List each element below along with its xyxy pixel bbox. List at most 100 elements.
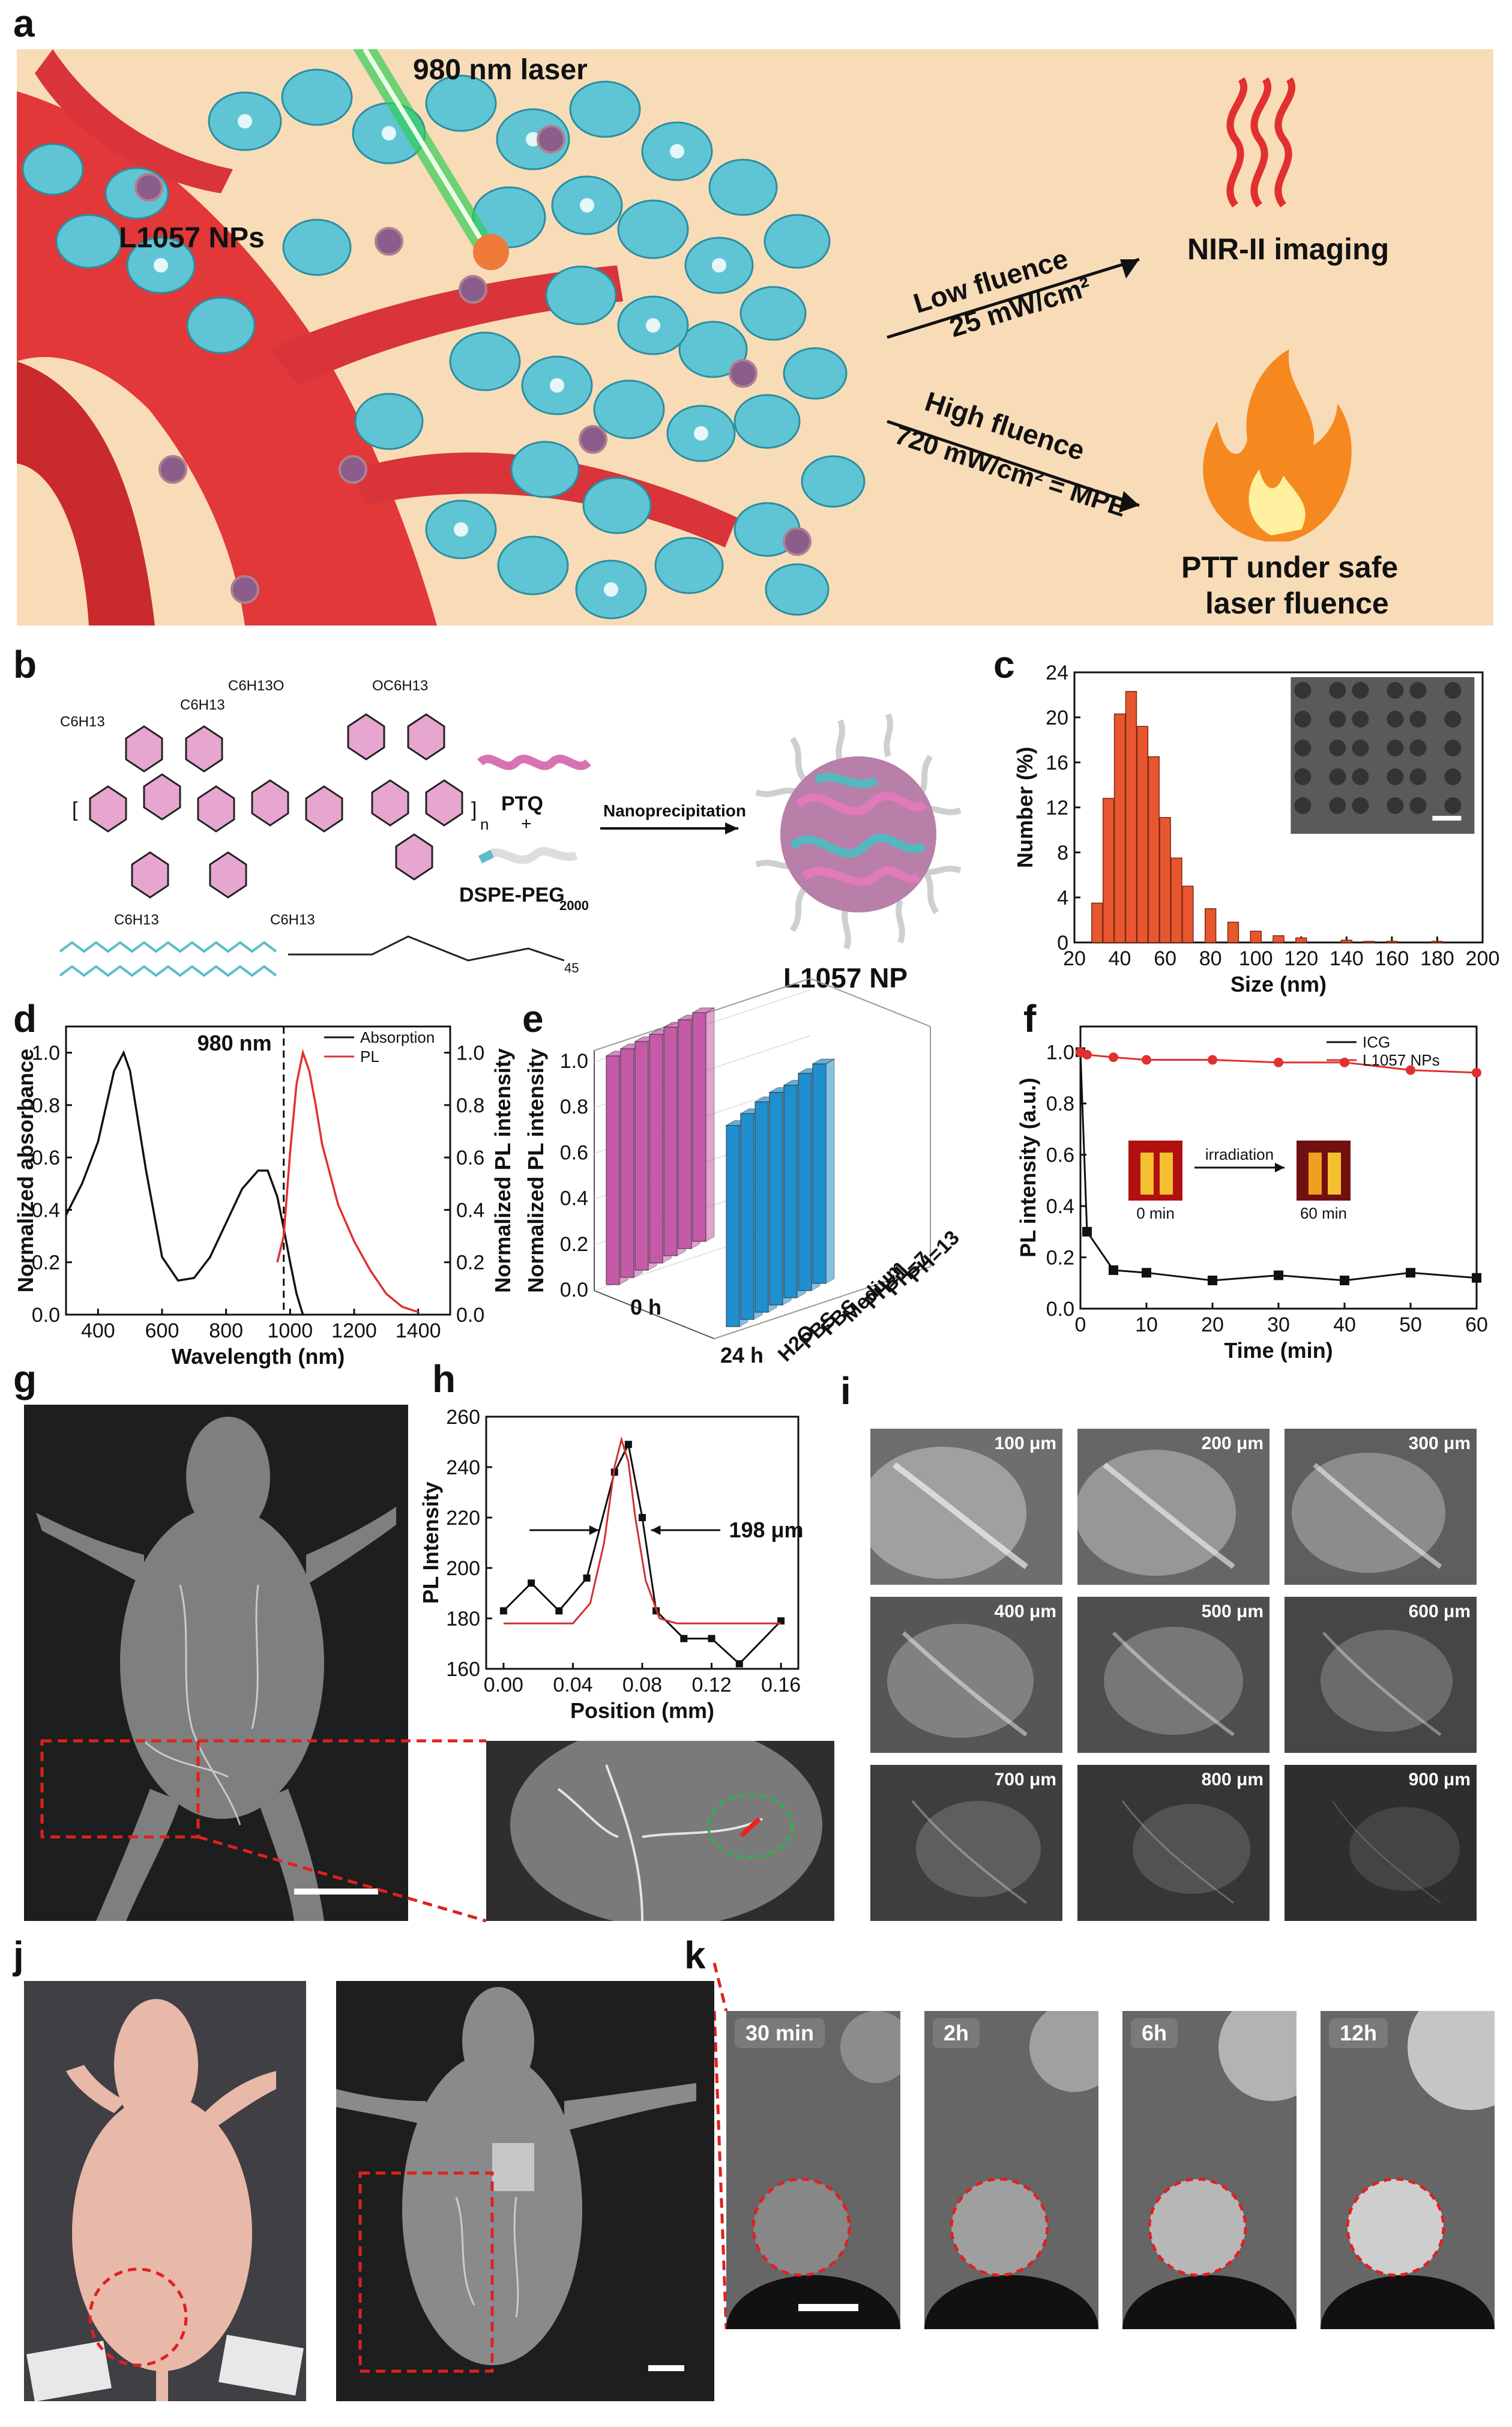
- data-point: [1472, 1067, 1481, 1078]
- panel-label-g: g: [13, 1357, 37, 1400]
- x-tick-label: 0.00: [484, 1674, 523, 1696]
- depth-image: 200 μm: [1077, 1429, 1270, 1585]
- depth-label: 200 μm: [1201, 1434, 1264, 1453]
- histogram-bar: [1182, 885, 1194, 943]
- profile-line: [503, 1436, 782, 1624]
- panel-f-photostability: 0 10 20 30 40 50 60 0.0 0.2 0.4 0.6 0.8 1.0 Time (min…: [1016, 1025, 1488, 1363]
- y2-tick-label: 0.0: [456, 1304, 484, 1327]
- z-tick-label: 0.6: [560, 1141, 588, 1164]
- data-point: [1406, 1065, 1415, 1075]
- y-tick-label: 24: [1046, 662, 1068, 684]
- depth-label: 600 μm: [1408, 1602, 1471, 1621]
- svg-text:[: [: [72, 798, 78, 821]
- laser-spot: [473, 234, 509, 270]
- y-tick-label: 8: [1057, 842, 1068, 864]
- histogram-bar: [1227, 921, 1239, 943]
- x-tick-label: 20: [1201, 1313, 1224, 1336]
- histogram-bar: [1102, 798, 1115, 943]
- y-tick-label: 20: [1046, 707, 1068, 729]
- y-tick-label: 0: [1057, 932, 1068, 954]
- histogram-bar: [1363, 941, 1375, 943]
- bar-1-6: [812, 1063, 827, 1284]
- data-point: [583, 1574, 591, 1582]
- time-label: 30 min: [735, 2018, 825, 2048]
- method-label: Nanoprecipitation: [603, 801, 746, 820]
- data-point: [1340, 1276, 1349, 1285]
- mouse-nir-image: [24, 1405, 408, 1921]
- tumor-circle: [950, 2177, 1049, 2277]
- z-tick-label: 0.8: [560, 1096, 588, 1118]
- data-point: [1082, 1050, 1092, 1060]
- low-fluence-arrow: [887, 258, 1140, 339]
- legend-entry: Absorption: [360, 1028, 435, 1046]
- blood-vessel-branch: [353, 452, 737, 547]
- x-tick-label: 0.04: [553, 1674, 592, 1696]
- histogram-bar: [1295, 937, 1307, 943]
- x-tick-label: 30: [1267, 1313, 1290, 1336]
- bar-0-6: [692, 1012, 706, 1242]
- scale-bar: [798, 2304, 858, 2311]
- y-tick-label: 16: [1046, 752, 1068, 774]
- y-tick-label: 0.4: [32, 1199, 60, 1222]
- mouse-nir-image-2: [336, 1981, 714, 2401]
- x-tick-label: 10: [1135, 1313, 1158, 1336]
- svg-text:]: ]: [471, 798, 477, 821]
- bar-1-1: [740, 1113, 754, 1320]
- timecourse-image-row: 30 min 2h 6h 12h: [726, 2011, 1495, 2329]
- tumor-circle: [88, 2267, 188, 2367]
- y2-tick-label: 0.6: [456, 1147, 484, 1169]
- y-tick-label: 180: [446, 1608, 480, 1630]
- substituent: C6H13: [180, 697, 225, 713]
- bar-1-2: [754, 1102, 769, 1313]
- x-tick-label: 200: [1466, 947, 1500, 970]
- nanoparticles: [134, 125, 812, 604]
- product-label: L1057 NP: [783, 962, 908, 993]
- dspe-subscript: 2000: [559, 898, 589, 913]
- y-tick-label: 0.2: [1046, 1247, 1074, 1270]
- high-fluence-arrow: [887, 420, 1140, 507]
- panel-b-scheme: [ ] n C6H13 C6H13 C6H13O OC6H13 C6H13 C6…: [59, 678, 962, 993]
- depth-image: 400 μm: [870, 1597, 1062, 1753]
- z-axis-label: Normalized PL intensity: [523, 1048, 548, 1292]
- y-tick-label: 12: [1046, 797, 1068, 819]
- tumor-circle: [751, 2177, 851, 2277]
- polymer-structure: [89, 713, 463, 899]
- y-tick-label: 0.2: [32, 1252, 60, 1274]
- x-axis-label: Size (nm): [1230, 972, 1327, 996]
- bar-1-3: [769, 1092, 783, 1306]
- data-point: [528, 1579, 535, 1587]
- time-label: 12h: [1329, 2018, 1388, 2048]
- profile-line: [739, 1817, 761, 1838]
- bar-0-4: [663, 1027, 678, 1256]
- x-tick-label: 0.08: [622, 1674, 662, 1696]
- data-point: [1109, 1265, 1118, 1275]
- x-tick-label: 120: [1284, 947, 1318, 970]
- y-axis-label: PL intensity (a.u.): [1016, 1078, 1040, 1257]
- y-tick-label: 220: [446, 1507, 480, 1530]
- x-tick-label: 40: [1333, 1313, 1356, 1336]
- y2-tick-label: 0.2: [456, 1252, 484, 1274]
- x-tick-label: 60: [1154, 947, 1176, 970]
- inset-label: 0 min: [1136, 1204, 1175, 1222]
- scale-bar: [1432, 816, 1462, 821]
- depth-image: 600 μm: [1285, 1597, 1477, 1753]
- data-point: [1208, 1055, 1217, 1065]
- time-label: 6h: [1131, 2018, 1178, 2048]
- data-point: [708, 1635, 715, 1642]
- bar-0-0: [606, 1055, 620, 1285]
- panel-label-b: b: [13, 643, 37, 686]
- histogram-bar: [1125, 691, 1137, 943]
- y2-tick-label: 1.0: [456, 1042, 484, 1065]
- y-tick-label: 200: [446, 1557, 480, 1580]
- plus-sign: +: [521, 814, 532, 834]
- x-axis-label: Wavelength (nm): [172, 1344, 345, 1369]
- data-point: [680, 1635, 688, 1642]
- plot-frame: [65, 1025, 451, 1316]
- histogram-bar: [1148, 756, 1160, 943]
- y-tick-label: 160: [446, 1658, 480, 1681]
- y2-tick-label: 0.8: [456, 1094, 484, 1117]
- lipid-chain: [59, 941, 277, 977]
- z-tick-label: 0.2: [560, 1233, 588, 1256]
- y-tick-label: 0.6: [32, 1147, 60, 1169]
- y-tick-label: 0.6: [1046, 1144, 1074, 1167]
